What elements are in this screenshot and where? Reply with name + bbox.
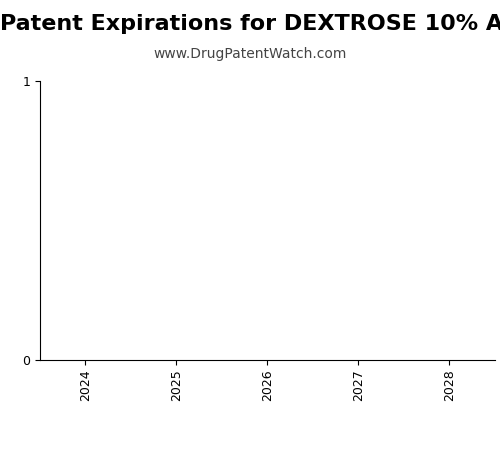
Text: www.DrugPatentWatch.com: www.DrugPatentWatch.com	[154, 47, 346, 61]
Text: Patent Expirations for DEXTROSE 10% AND SODIUM CHLORIDE 0.9% IN PLASTIC CONTAINE: Patent Expirations for DEXTROSE 10% AND …	[0, 14, 500, 33]
